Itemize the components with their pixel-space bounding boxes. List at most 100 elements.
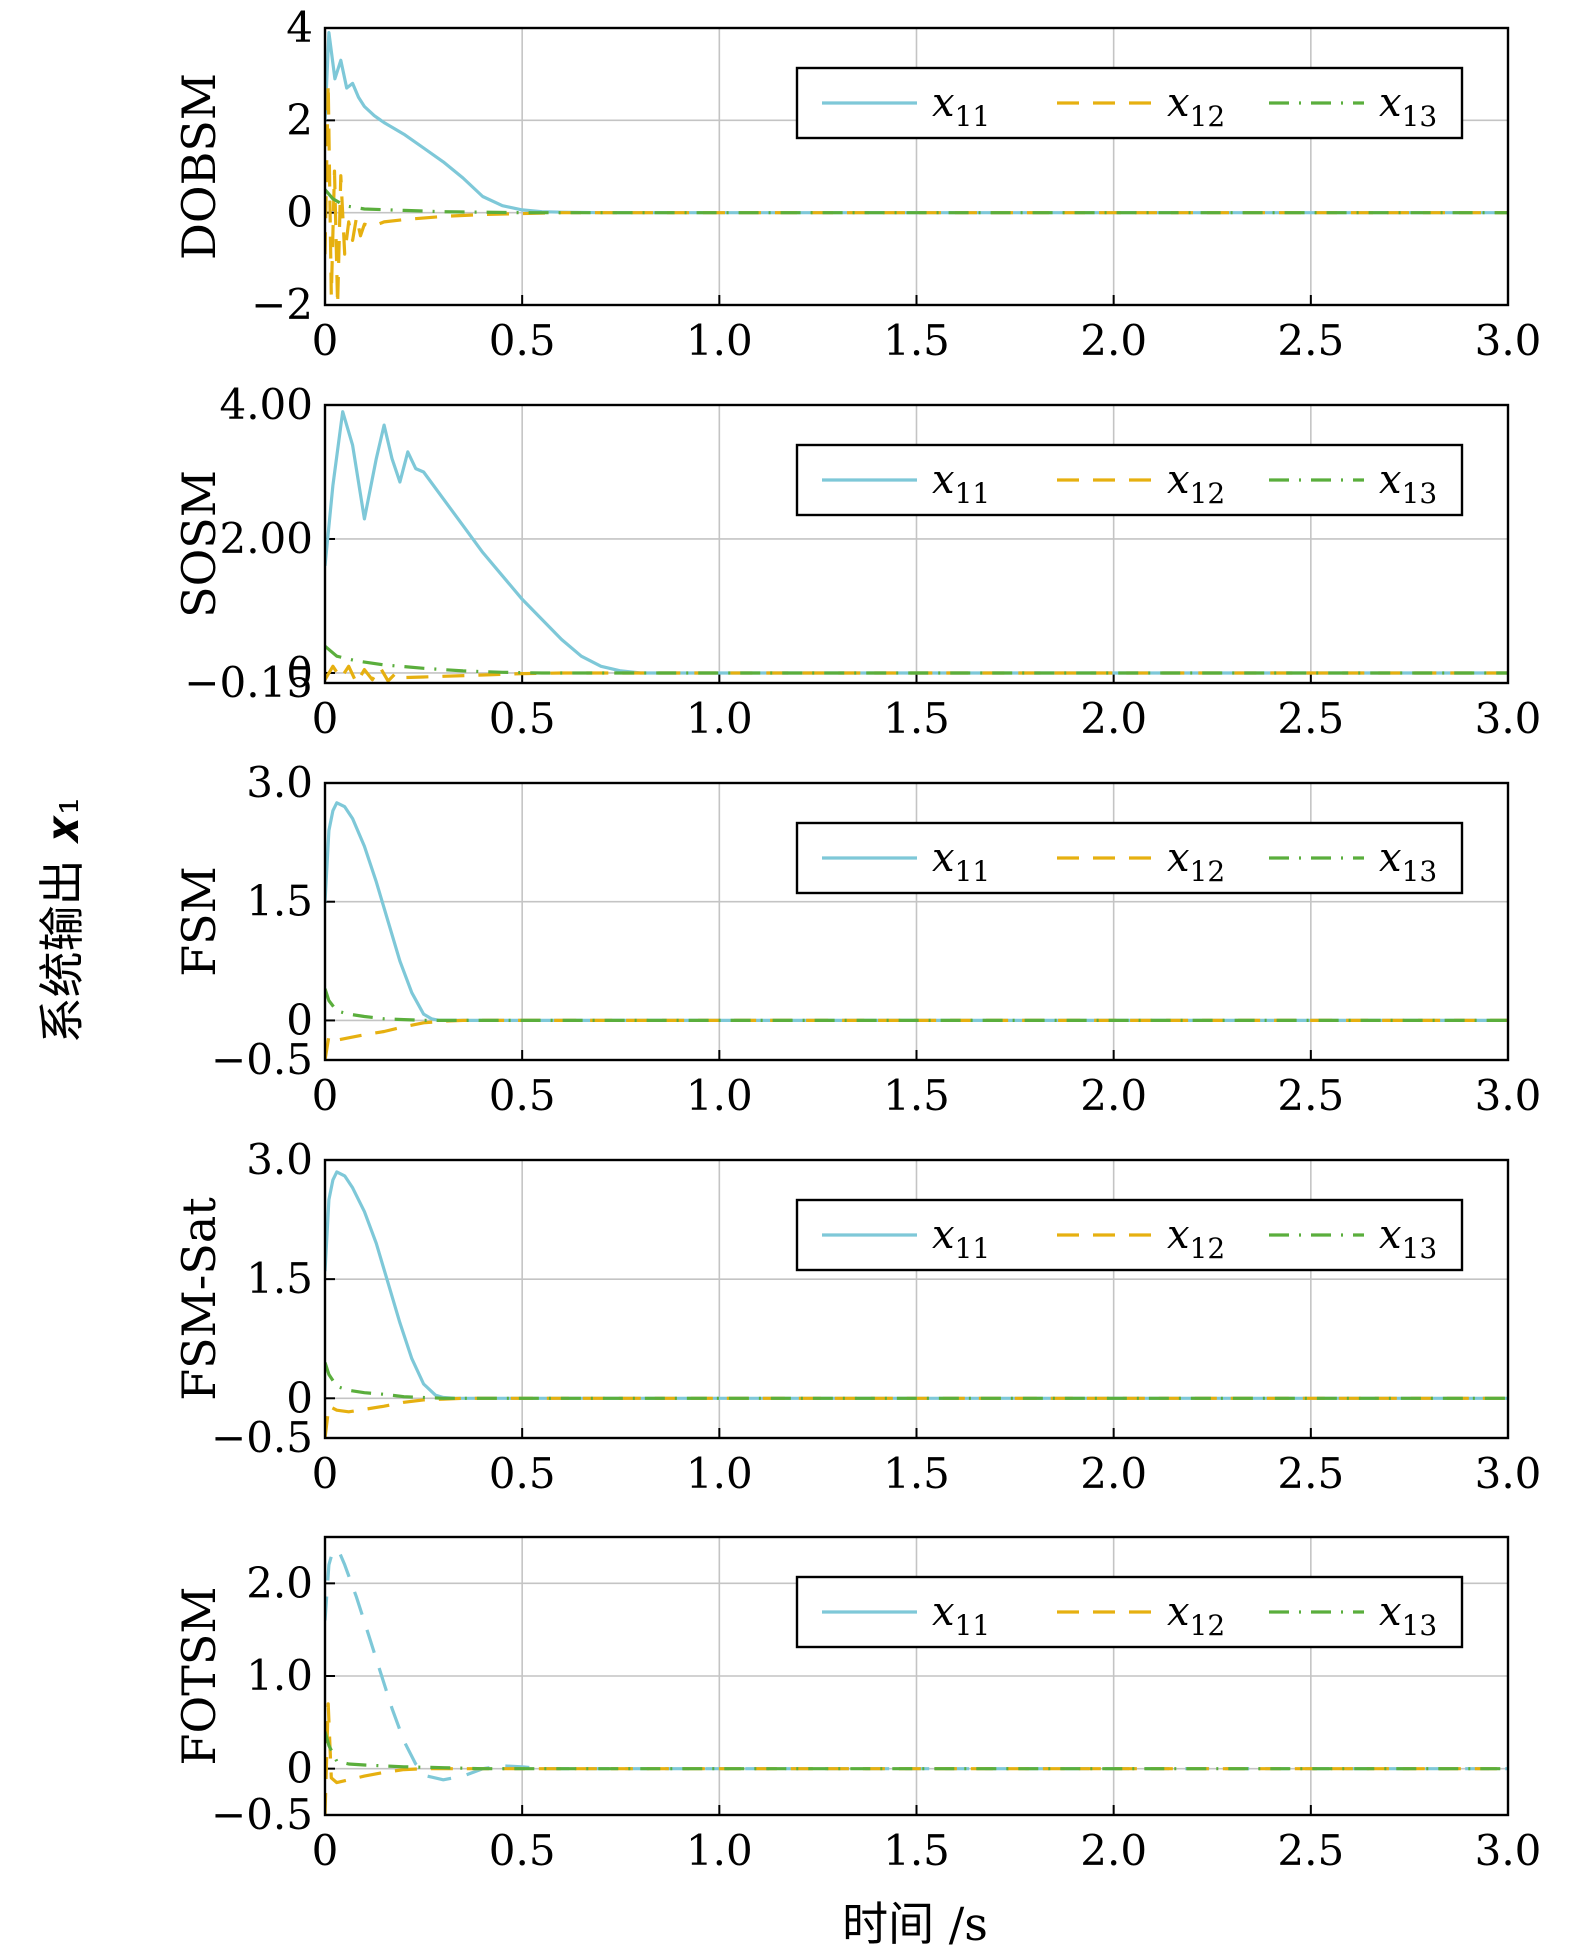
y-tick-label: 2 <box>286 95 313 144</box>
y-tick-label: 3.0 <box>246 758 313 807</box>
x-tick-label: 0.5 <box>489 1071 556 1120</box>
legend: x11 x12 x13 <box>795 66 1464 140</box>
y-tick-label: −0.5 <box>211 1035 313 1084</box>
y-tick-label: −2 <box>251 280 313 329</box>
x-tick-label: 1.0 <box>686 1071 753 1120</box>
y-tick-label: 0 <box>286 188 313 237</box>
legend-label-x11: x11 <box>932 1589 990 1642</box>
panel-y-axis-label: DOBSM <box>172 73 226 260</box>
legend-label-x11: x11 <box>932 835 990 888</box>
y-tick-label: 0 <box>286 1744 313 1793</box>
y-tick-label: 0 <box>286 1373 313 1422</box>
legend-label-x12: x12 <box>1167 1212 1225 1265</box>
series-line-x12 <box>325 664 1508 683</box>
series-line-x13 <box>325 1362 1508 1400</box>
y-tick-label: 1.5 <box>246 877 313 926</box>
legend-label-x12: x12 <box>1167 457 1225 510</box>
x-tick-label: 0 <box>312 694 339 743</box>
panel-y-axis-label: FSM-Sat <box>172 1197 226 1401</box>
legend-label-x11: x11 <box>932 1212 990 1265</box>
y-tick-label: 1.0 <box>246 1651 313 1700</box>
legend-label-x13: x13 <box>1379 457 1437 510</box>
x-tick-label: 2.0 <box>1080 1826 1147 1875</box>
y-tick-label: 2.0 <box>246 1558 313 1607</box>
legend: x11 x12 x13 <box>795 1198 1464 1272</box>
y-tick-label: 0 <box>286 995 313 1044</box>
x-tick-label: 2.0 <box>1080 694 1147 743</box>
panel-sosm: 0 0.5 1.0 1.5 2.0 2.5 3.0 −0.150 2.00 4.00 SOSM x11… <box>172 380 1541 743</box>
y-tick-label: −0.5 <box>211 1413 313 1462</box>
x-tick-label: 1.0 <box>686 316 753 365</box>
x-tick-label: 2.5 <box>1277 1071 1344 1120</box>
x-tick-label: 0 <box>312 1826 339 1875</box>
x-tick-label: 2.5 <box>1277 694 1344 743</box>
x-tick-label: 1.5 <box>883 1449 950 1498</box>
panel-y-axis-label: FOTSM <box>172 1587 226 1766</box>
legend-label-x13: x13 <box>1379 835 1437 888</box>
plot-frame <box>323 1535 1510 1817</box>
legend: x11 x12 x13 <box>795 821 1464 895</box>
x-tick-label: 1.5 <box>883 1071 950 1120</box>
series-line-x13 <box>325 188 1508 215</box>
legend-label-x12: x12 <box>1167 1589 1225 1642</box>
panel-y-axis-label: FSM <box>172 866 226 977</box>
x-tick-label: 0.5 <box>489 694 556 743</box>
shared-y-axis-label: 系统输出 𝒙₁ <box>35 797 89 1044</box>
plot-frame <box>323 26 1510 307</box>
x-tick-label: 3.0 <box>1475 1071 1542 1120</box>
x-tick-label: 2.0 <box>1080 1071 1147 1120</box>
x-tick-label: 1.5 <box>883 316 950 365</box>
y-tick-label: 2.00 <box>219 514 313 563</box>
x-tick-label: 2.5 <box>1277 1826 1344 1875</box>
panel-y-axis-label: SOSM <box>172 470 226 618</box>
x-tick-label: 0 <box>312 1071 339 1120</box>
legend-label-x11: x11 <box>932 80 990 133</box>
x-tick-label: 1.0 <box>686 694 753 743</box>
legend: x11 x12 x13 <box>795 1575 1464 1649</box>
series-line-x11 <box>325 410 1508 675</box>
legend: x11 x12 x13 <box>795 443 1464 517</box>
x-tick-label: 1.5 <box>883 1826 950 1875</box>
y-tick-label: 4 <box>286 3 313 52</box>
legend-label-x11: x11 <box>932 457 990 510</box>
x-tick-label: 0 <box>312 1449 339 1498</box>
legend-label-x13: x13 <box>1379 80 1437 133</box>
x-tick-label: 1.0 <box>686 1449 753 1498</box>
series-line-x13 <box>325 988 1508 1022</box>
x-tick-label: 1.5 <box>883 694 950 743</box>
panel-fsm-sat: 0 0.5 1.0 1.5 2.0 2.5 3.0 −0.50 1.5 3.0 FSM-Sat x11… <box>172 1135 1541 1498</box>
y-tick-label: 3.0 <box>246 1135 313 1184</box>
plot-frame <box>323 1158 1510 1440</box>
x-tick-label: 3.0 <box>1475 1449 1542 1498</box>
x-tick-label: 3.0 <box>1475 1826 1542 1875</box>
x-tick-label: 1.0 <box>686 1826 753 1875</box>
x-tick-label: 0.5 <box>489 1449 556 1498</box>
legend-label-x12: x12 <box>1167 80 1225 133</box>
legend-label-x12: x12 <box>1167 835 1225 888</box>
x-tick-label: 2.0 <box>1080 1449 1147 1498</box>
plot-frame <box>323 781 1510 1062</box>
x-tick-label: 2.5 <box>1277 316 1344 365</box>
x-tick-label: 0.5 <box>489 316 556 365</box>
legend-label-x13: x13 <box>1379 1589 1437 1642</box>
series-line-x13 <box>325 644 1508 675</box>
x-tick-label: 0.5 <box>489 1826 556 1875</box>
legend-label-x13: x13 <box>1379 1212 1437 1265</box>
y-tick-label: 1.5 <box>246 1254 313 1303</box>
x-tick-label: 3.0 <box>1475 694 1542 743</box>
x-tick-label: 3.0 <box>1475 316 1542 365</box>
series-line-x12 <box>325 81 1508 305</box>
y-tick-label: 4.00 <box>219 380 313 429</box>
x-tick-label: 2.5 <box>1277 1449 1344 1498</box>
x-tick-label: 2.0 <box>1080 316 1147 365</box>
shared-x-axis-label: 时间 /s <box>842 1897 988 1951</box>
plot-frame <box>323 403 1510 685</box>
y-tick-label: −0.5 <box>211 1790 313 1839</box>
y-tick-label: 0 <box>286 648 313 697</box>
x-tick-label: 0 <box>312 316 339 365</box>
y-tick-label: −0.15 <box>184 658 313 707</box>
